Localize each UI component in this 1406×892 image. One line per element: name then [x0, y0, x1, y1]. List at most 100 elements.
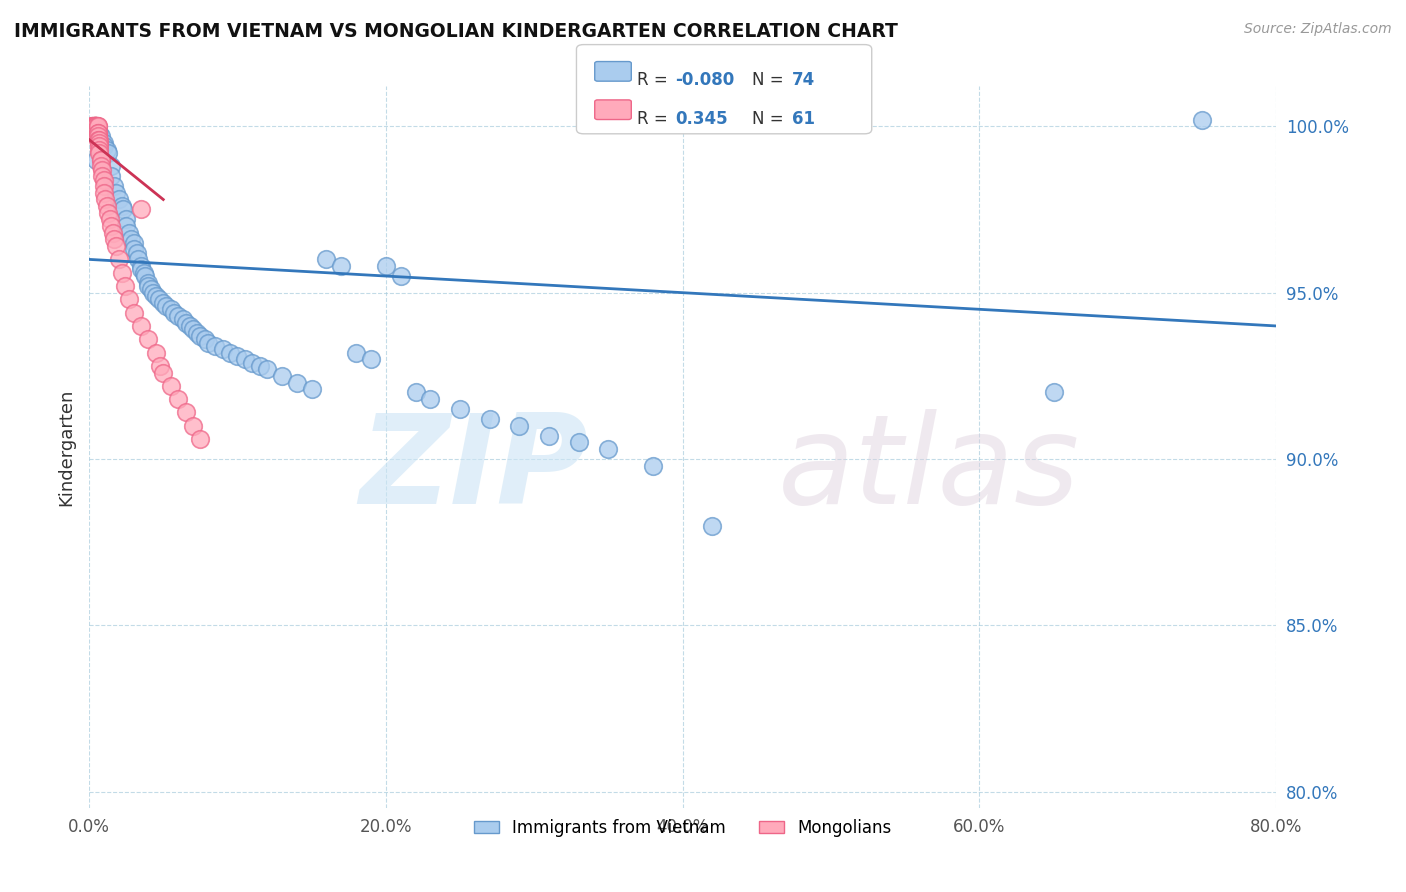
- Point: [188, 432, 211, 446]
- Y-axis label: Kindergarten: Kindergarten: [58, 389, 75, 506]
- Point: [226, 349, 249, 363]
- Point: [256, 362, 278, 376]
- Point: [98, 212, 121, 227]
- Point: [83, 120, 105, 134]
- Point: [204, 339, 226, 353]
- Point: [152, 366, 174, 380]
- Point: [80, 120, 103, 134]
- Point: [167, 309, 190, 323]
- Point: [107, 252, 129, 267]
- Point: [91, 169, 114, 184]
- Point: [115, 212, 138, 227]
- Point: [127, 252, 149, 267]
- Point: [598, 442, 620, 456]
- Point: [641, 458, 664, 473]
- Point: [112, 202, 135, 217]
- Point: [89, 136, 111, 150]
- Point: [114, 279, 136, 293]
- Point: [155, 299, 177, 313]
- Point: [96, 143, 118, 157]
- Point: [93, 179, 115, 194]
- Point: [374, 259, 396, 273]
- Point: [86, 120, 108, 134]
- Text: N =: N =: [752, 110, 789, 128]
- Point: [145, 345, 167, 359]
- Point: [478, 412, 501, 426]
- Point: [129, 262, 152, 277]
- Point: [129, 318, 152, 333]
- Point: [344, 345, 367, 359]
- Point: [87, 133, 110, 147]
- Point: [100, 159, 122, 173]
- Point: [118, 293, 141, 307]
- Point: [152, 295, 174, 310]
- Point: [83, 120, 105, 134]
- Point: [84, 120, 107, 134]
- Point: [115, 219, 138, 233]
- Point: [122, 243, 145, 257]
- Point: [118, 226, 141, 240]
- Point: [122, 305, 145, 319]
- Point: [219, 345, 242, 359]
- Point: [360, 352, 382, 367]
- Point: [125, 245, 148, 260]
- Point: [103, 232, 125, 246]
- Point: [138, 332, 160, 346]
- Point: [104, 186, 127, 200]
- Text: 61: 61: [792, 110, 814, 128]
- Point: [301, 382, 323, 396]
- Point: [93, 186, 115, 200]
- Point: [249, 359, 271, 373]
- Point: [90, 153, 112, 167]
- Point: [84, 120, 107, 134]
- Point: [93, 139, 115, 153]
- Text: 0.345: 0.345: [675, 110, 727, 128]
- Point: [87, 126, 110, 140]
- Point: [87, 129, 110, 144]
- Point: [122, 235, 145, 250]
- Point: [315, 252, 337, 267]
- Point: [134, 268, 156, 283]
- Point: [89, 126, 111, 140]
- Point: [159, 302, 181, 317]
- Point: [80, 120, 103, 134]
- Point: [233, 352, 256, 367]
- Text: -0.080: -0.080: [675, 71, 734, 89]
- Text: atlas: atlas: [778, 409, 1080, 530]
- Point: [96, 199, 118, 213]
- Point: [103, 179, 125, 194]
- Point: [285, 376, 308, 390]
- Point: [91, 162, 114, 177]
- Point: [181, 418, 204, 433]
- Point: [141, 282, 163, 296]
- Point: [89, 139, 111, 153]
- Point: [107, 193, 129, 207]
- Point: [132, 266, 155, 280]
- Point: [129, 202, 152, 217]
- Point: [86, 120, 108, 134]
- Point: [86, 120, 108, 134]
- Point: [163, 305, 186, 319]
- Point: [197, 335, 219, 350]
- Point: [90, 153, 112, 167]
- Text: 74: 74: [792, 71, 815, 89]
- Point: [537, 429, 560, 443]
- Point: [86, 120, 108, 134]
- Point: [90, 129, 112, 144]
- Point: [1042, 385, 1064, 400]
- Point: [181, 322, 204, 336]
- Point: [89, 145, 111, 160]
- Text: N =: N =: [752, 71, 789, 89]
- Text: ZIP: ZIP: [359, 409, 588, 530]
- Point: [419, 392, 441, 406]
- Text: R =: R =: [637, 110, 673, 128]
- Point: [90, 159, 112, 173]
- Point: [89, 133, 111, 147]
- Point: [211, 343, 233, 357]
- Point: [149, 359, 172, 373]
- Point: [87, 120, 110, 134]
- Point: [702, 518, 724, 533]
- Point: [97, 145, 120, 160]
- Point: [83, 120, 105, 134]
- Point: [172, 312, 194, 326]
